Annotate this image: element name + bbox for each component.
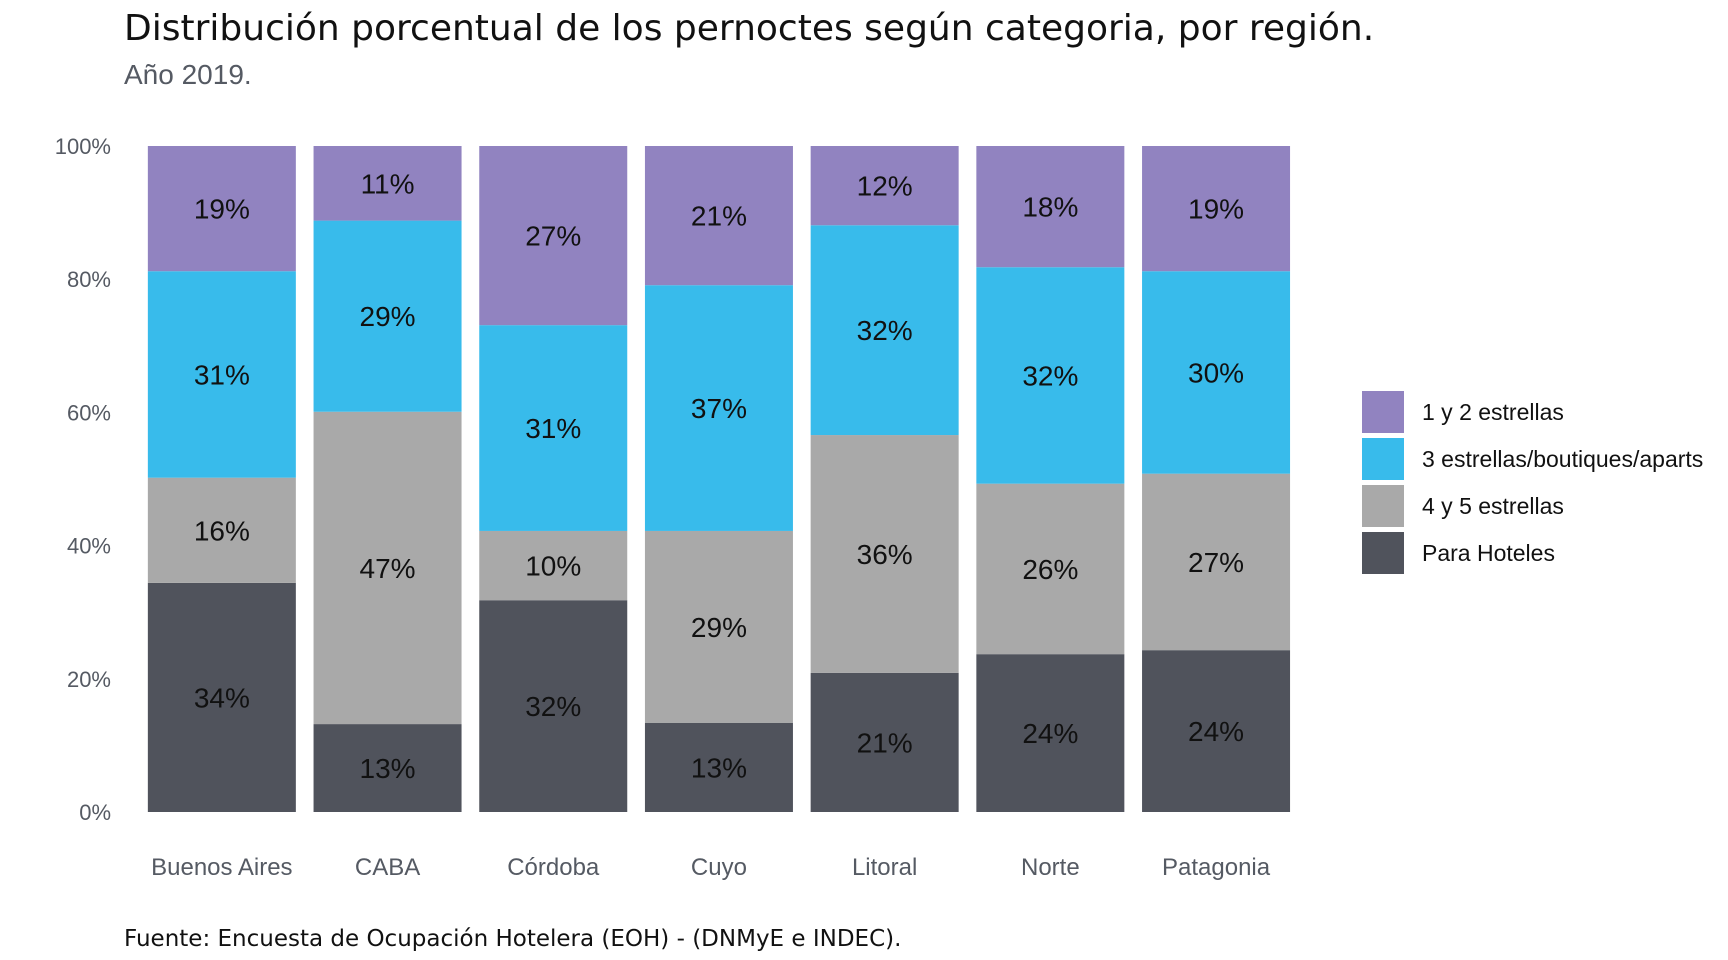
legend-label: Para Hoteles [1422, 540, 1555, 566]
chart-subtitle: Año 2019. [124, 59, 252, 90]
x-tick-label: Litoral [852, 854, 917, 881]
data-label: 24% [1188, 716, 1244, 747]
bar-segment [1142, 146, 1291, 272]
bar-segment [810, 225, 959, 436]
y-tick-label: 60% [67, 400, 111, 425]
x-axis: Buenos Aires CABA Córdoba Cuyo Litoral Norte P… [151, 854, 1271, 881]
bars: 34% 16% 31% 19% 13% 47% 29% 11% 32% 10% 31% 27% 13% 2… [147, 146, 1291, 812]
data-label: 47% [360, 553, 416, 584]
data-label: 11% [361, 168, 415, 199]
bar-segment [810, 672, 959, 812]
y-tick-label: 0% [79, 800, 111, 825]
data-label: 21% [691, 201, 747, 232]
y-tick-label: 20% [67, 667, 111, 692]
y-tick-label: 80% [67, 267, 111, 292]
legend-swatch [1362, 391, 1404, 433]
x-tick-label: Buenos Aires [151, 854, 292, 881]
legend-label: 3 estrellas/boutiques/aparts [1422, 446, 1703, 472]
y-axis: 0% 20% 40% 60% 80% 100% [55, 134, 111, 825]
bar-segment [644, 722, 793, 812]
bar-segment [1142, 650, 1291, 812]
x-tick-label: Cuyo [691, 854, 747, 881]
data-label: 29% [691, 612, 747, 643]
bar-segment [479, 146, 628, 326]
x-tick-label: CABA [355, 854, 420, 881]
bar-segment [1142, 271, 1291, 474]
data-label: 29% [360, 301, 416, 332]
data-label: 16% [194, 515, 250, 546]
data-label: 37% [691, 393, 747, 424]
legend-swatch [1362, 532, 1404, 574]
chart-title: Distribución porcentual de los pernoctes… [124, 8, 1374, 49]
legend-swatch [1362, 485, 1404, 527]
data-label: 31% [525, 413, 581, 444]
bar-segment [644, 285, 793, 531]
bar-segment [976, 654, 1125, 812]
bar-segment [147, 477, 296, 583]
x-tick-label: Córdoba [507, 854, 600, 881]
bar-segment [976, 267, 1125, 484]
data-label: 13% [360, 753, 416, 784]
bar-segment [147, 582, 296, 812]
x-tick-label: Patagonia [1162, 854, 1271, 881]
data-label: 13% [691, 752, 747, 783]
legend-label: 4 y 5 estrellas [1422, 493, 1564, 519]
data-label: 21% [857, 727, 913, 758]
bar-segment [313, 220, 462, 412]
bar-segment [1142, 473, 1291, 651]
y-tick-label: 100% [55, 134, 111, 159]
bar-segment [147, 271, 296, 478]
y-tick-label: 40% [67, 534, 111, 559]
bar-segment [810, 146, 959, 226]
bar-segment [147, 146, 296, 272]
data-label: 26% [1022, 554, 1078, 585]
data-label: 30% [1188, 357, 1244, 388]
legend: 1 y 2 estrellas 3 estrellas/boutiques/apa… [1362, 391, 1703, 574]
bar-segment [976, 483, 1125, 655]
legend-swatch [1362, 438, 1404, 480]
bar-segment [644, 146, 793, 286]
data-label: 32% [525, 691, 581, 722]
bar-segment [313, 146, 462, 221]
bar-segment [479, 600, 628, 812]
bar-segment [479, 530, 628, 601]
data-label: 27% [525, 221, 581, 252]
bar-segment [313, 724, 462, 812]
data-label: 24% [1022, 718, 1078, 749]
bar-segment [644, 530, 793, 723]
bar-segment [479, 325, 628, 531]
bar-segment [313, 411, 462, 725]
data-label: 32% [1022, 360, 1078, 391]
data-label: 10% [525, 551, 581, 582]
data-label: 12% [857, 171, 913, 202]
data-label: 19% [194, 194, 250, 225]
x-tick-label: Norte [1021, 854, 1080, 881]
bar-segment [810, 435, 959, 673]
bar-segment [976, 146, 1125, 268]
data-label: 34% [194, 682, 250, 713]
data-label: 31% [194, 359, 250, 390]
data-label: 27% [1188, 547, 1244, 578]
data-label: 19% [1188, 194, 1244, 225]
chart-caption: Fuente: Encuesta de Ocupación Hotelera (… [124, 926, 901, 952]
data-label: 18% [1022, 192, 1078, 223]
data-label: 32% [857, 315, 913, 346]
data-label: 36% [857, 539, 913, 570]
legend-label: 1 y 2 estrellas [1422, 399, 1564, 425]
